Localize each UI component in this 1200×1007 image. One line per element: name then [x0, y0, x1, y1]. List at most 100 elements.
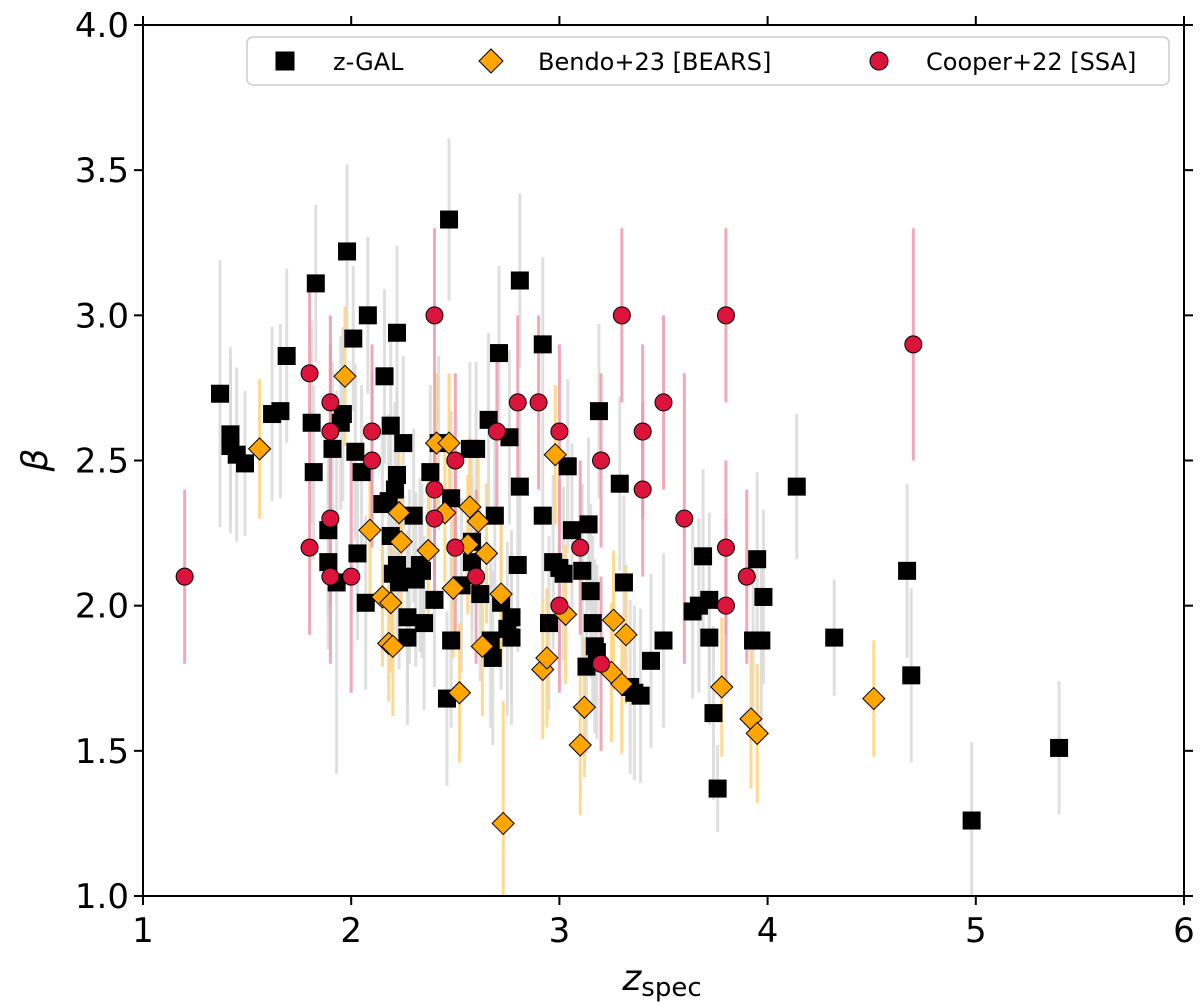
data-point-ssa — [571, 538, 590, 557]
data-point-zgal — [654, 631, 673, 650]
x-axis-label: zspec — [621, 958, 701, 1002]
y-tick-label: 2.0 — [75, 587, 129, 627]
data-point-ssa — [425, 306, 444, 325]
data-point-bears — [862, 686, 886, 711]
data-point-ssa — [612, 306, 631, 325]
data-point-zgal — [502, 628, 521, 647]
y-tick-label: 2.5 — [75, 442, 129, 482]
legend-label-zgal: z-GAL — [333, 48, 404, 76]
data-point-zgal — [581, 582, 600, 601]
data-point-zgal — [388, 466, 407, 485]
data-point-bears — [543, 442, 567, 467]
x-axis-label-main: z — [621, 958, 642, 999]
data-point-ssa — [508, 393, 527, 412]
data-point-bears — [381, 634, 405, 659]
data-point-zgal — [510, 477, 529, 496]
data-point-ssa — [175, 567, 194, 586]
data-point-zgal — [483, 648, 502, 667]
data-point-zgal — [558, 457, 577, 476]
data-point-zgal — [902, 666, 921, 685]
data-point-ssa — [716, 596, 735, 615]
data-point-bears — [710, 675, 734, 699]
data-point-zgal — [375, 367, 394, 386]
x-tick-label: 4 — [757, 911, 779, 951]
data-point-zgal — [421, 463, 440, 482]
error-bars — [183, 138, 1061, 896]
data-point-zgal — [442, 489, 461, 508]
data-point-zgal — [700, 590, 719, 609]
data-point-bears — [470, 634, 495, 659]
data-point-zgal — [898, 561, 917, 580]
data-point-zgal — [754, 587, 773, 606]
data-point-zgal — [787, 477, 806, 496]
data-point-ssa — [300, 364, 319, 383]
data-point-zgal — [962, 811, 981, 830]
data-point-zgal — [398, 628, 417, 647]
data-point-zgal — [415, 614, 434, 633]
y-tick-label: 1.0 — [75, 877, 129, 917]
data-point-zgal — [539, 614, 558, 633]
legend-marker-ssa — [869, 51, 889, 71]
y-tick-label: 3.5 — [75, 151, 129, 191]
data-point-ssa — [321, 393, 340, 412]
data-point-ssa — [321, 567, 340, 586]
data-point-ssa — [446, 538, 465, 557]
data-point-bears — [601, 608, 626, 632]
data-point-zgal — [752, 631, 771, 650]
data-point-bears — [489, 582, 513, 606]
data-point-ssa — [529, 393, 548, 412]
data-point-zgal — [825, 628, 844, 647]
data-point-bears — [447, 681, 472, 705]
data-point-zgal — [631, 686, 650, 705]
data-point-zgal — [323, 439, 342, 458]
data-point-zgal — [610, 474, 629, 493]
data-point-bears — [379, 591, 403, 615]
data-point-ssa — [550, 422, 569, 441]
data-point-bears — [466, 509, 490, 534]
data-point-bears — [247, 437, 272, 461]
x-tick-label: 3 — [549, 911, 571, 951]
data-point-zgal — [333, 405, 352, 424]
data-point-ssa — [716, 306, 735, 325]
data-point-bears — [568, 733, 592, 757]
data-point-zgal — [579, 515, 598, 534]
data-point-zgal — [533, 335, 552, 354]
data-point-ssa — [321, 509, 340, 528]
data-point-ssa — [592, 451, 611, 470]
data-point-bears — [572, 695, 597, 719]
data-point-ssa — [675, 509, 694, 528]
legend-marker-zgal — [275, 51, 295, 71]
x-axis-label-sub: spec — [641, 973, 701, 1002]
data-point-zgal — [425, 590, 444, 609]
data-point-bears — [387, 501, 411, 525]
data-point-zgal — [1050, 738, 1069, 757]
data-point-bears — [333, 364, 357, 389]
data-point-zgal — [694, 547, 713, 566]
legend: z-GAL Bendo+23 [BEARS] Cooper+22 [SSA] — [246, 36, 1170, 86]
data-point-ssa — [654, 393, 673, 412]
data-point-zgal — [573, 561, 592, 580]
data-point-zgal — [583, 614, 602, 633]
data-point-zgal — [440, 210, 459, 229]
data-point-bears — [535, 646, 559, 670]
data-point-zgal — [700, 628, 719, 647]
y-axis-label: β — [15, 449, 56, 473]
data-point-zgal — [412, 561, 431, 580]
data-point-zgal — [358, 306, 377, 325]
data-point-zgal — [471, 585, 490, 604]
data-point-bears — [458, 495, 482, 519]
data-point-ssa — [363, 422, 382, 441]
data-point-ssa — [321, 422, 340, 441]
data-point-ssa — [300, 538, 319, 557]
x-tick-label: 1 — [132, 911, 154, 951]
y-tick-label: 1.5 — [75, 732, 129, 772]
data-point-zgal — [277, 346, 296, 365]
data-point-ssa — [487, 422, 506, 441]
x-tick-label: 6 — [1173, 911, 1195, 951]
data-point-bears — [745, 721, 769, 746]
data-point-zgal — [381, 416, 400, 435]
data-point-zgal — [352, 463, 371, 482]
legend-marker-bears — [478, 48, 504, 74]
data-point-ssa — [550, 596, 569, 615]
